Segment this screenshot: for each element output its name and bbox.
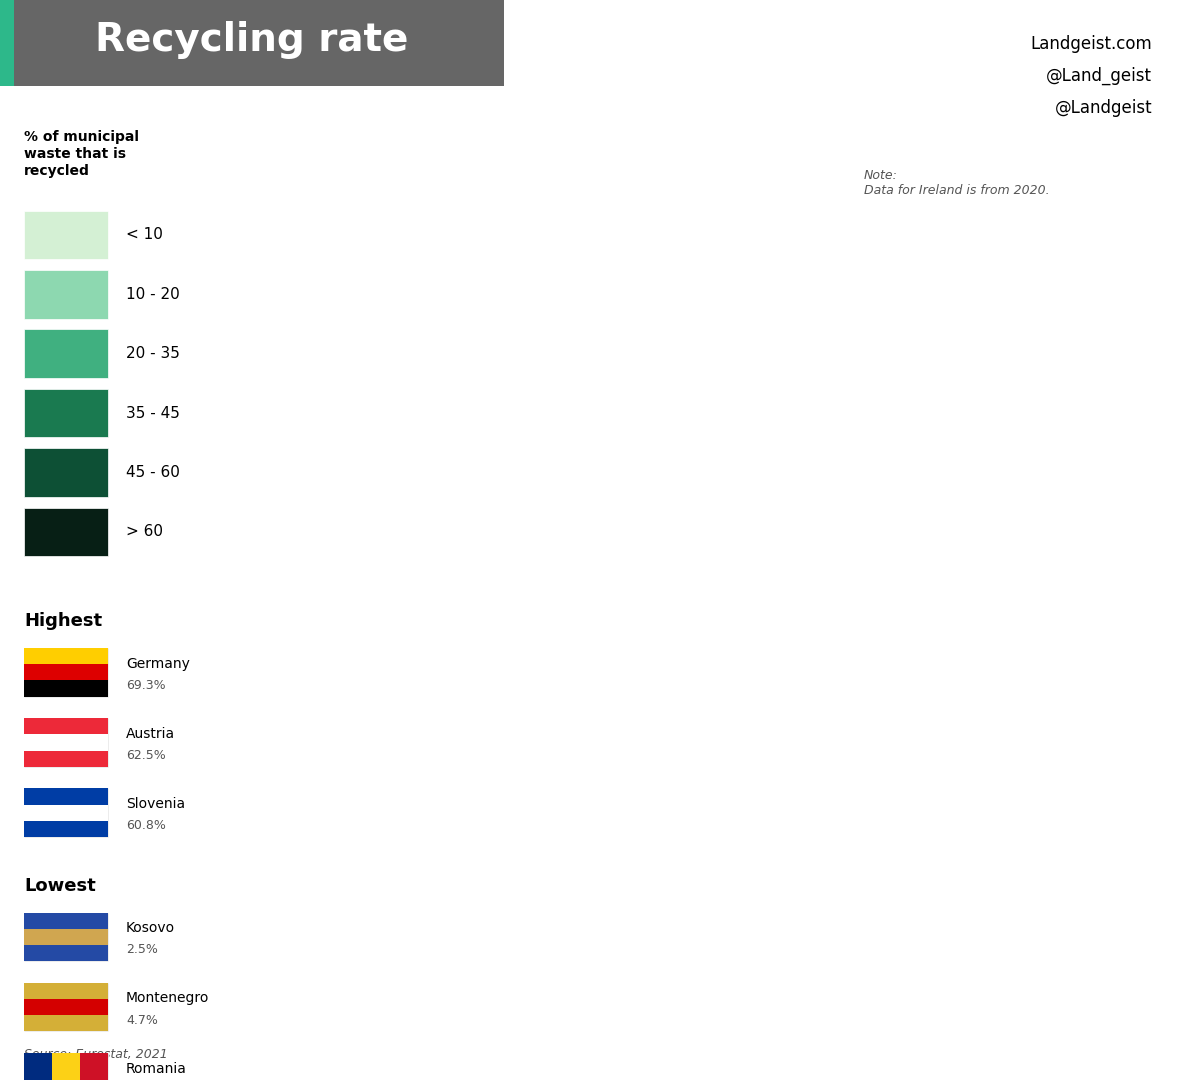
Text: Montenegro: Montenegro — [126, 991, 209, 1005]
Text: Recycling rate: Recycling rate — [95, 21, 409, 59]
Text: % of municipal
waste that is
recycled: % of municipal waste that is recycled — [24, 130, 139, 178]
Text: Lowest: Lowest — [24, 877, 96, 895]
Text: 20 - 35: 20 - 35 — [126, 347, 180, 361]
Text: Romania: Romania — [126, 1062, 187, 1076]
Text: Germany: Germany — [126, 657, 190, 671]
Text: < 10: < 10 — [126, 228, 163, 242]
Text: Austria: Austria — [126, 727, 175, 741]
Text: Landgeist.com: Landgeist.com — [1031, 35, 1152, 53]
Text: Slovenia: Slovenia — [126, 797, 185, 811]
Text: 4.7%: 4.7% — [126, 1013, 158, 1027]
Text: > 60: > 60 — [126, 525, 163, 539]
Text: 35 - 45: 35 - 45 — [126, 406, 180, 420]
Text: 45 - 60: 45 - 60 — [126, 465, 180, 480]
Text: Kosovo: Kosovo — [126, 921, 175, 935]
Text: Highest: Highest — [24, 612, 102, 631]
Text: @Land_geist: @Land_geist — [1046, 67, 1152, 85]
Text: 69.3%: 69.3% — [126, 678, 166, 692]
Text: 10 - 20: 10 - 20 — [126, 287, 180, 301]
Text: @Landgeist: @Landgeist — [1055, 99, 1152, 118]
Text: 2.5%: 2.5% — [126, 943, 158, 957]
Text: 62.5%: 62.5% — [126, 748, 166, 762]
Text: Note:
Data for Ireland is from 2020.: Note: Data for Ireland is from 2020. — [864, 170, 1050, 198]
Text: Source: Eurostat, 2021: Source: Eurostat, 2021 — [24, 1049, 168, 1062]
Text: 60.8%: 60.8% — [126, 819, 166, 833]
